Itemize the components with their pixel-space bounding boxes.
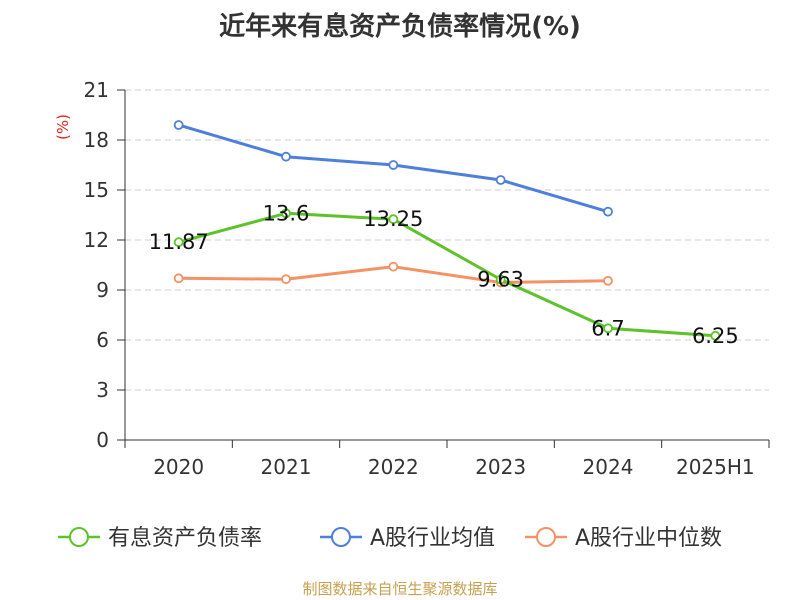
data-point[interactable] [173, 237, 184, 248]
y-tick-label: 0 [96, 428, 109, 452]
series-layer [173, 120, 721, 341]
y-tick-label: 6 [96, 328, 109, 352]
data-point[interactable] [603, 206, 613, 217]
axes: 0 3 6 9 12 15 18 21 2020 2021 2022 2023 2024 2025H1 [84, 78, 770, 479]
grid-lines [125, 89, 769, 391]
data-label: 6.7 [591, 316, 624, 340]
data-point[interactable] [388, 214, 399, 225]
y-tick-label: 3 [96, 378, 109, 402]
y-tick-label: 9 [96, 278, 109, 302]
x-tick-label: 2021 [261, 455, 312, 479]
data-point[interactable] [173, 120, 184, 130]
legend-marker [536, 527, 556, 547]
data-label: 11.87 [149, 230, 209, 254]
x-tick-label: 2020 [153, 455, 204, 479]
y-tick-label: 15 [84, 178, 109, 202]
legend-marker [69, 527, 89, 547]
x-tick-label: 2024 [583, 455, 634, 479]
data-point[interactable] [603, 323, 613, 334]
legend[interactable]: 有息资产负债率 A股行业均值 A股行业中位数 [58, 526, 722, 551]
x-tick-label: 2025H1 [676, 455, 755, 479]
data-label: 6.25 [692, 324, 739, 348]
data-point[interactable] [388, 261, 399, 272]
legend-item[interactable]: A股行业均值 [320, 526, 495, 551]
data-point[interactable] [495, 274, 506, 285]
legend-marker [331, 527, 351, 547]
data-point[interactable] [388, 160, 399, 170]
data-point[interactable] [173, 273, 184, 284]
legend-item[interactable]: A股行业中位数 [525, 526, 722, 551]
data-point[interactable] [281, 208, 291, 219]
x-tick-label: 2022 [368, 455, 419, 479]
y-tick-label: 12 [84, 228, 109, 252]
data-point[interactable] [710, 330, 721, 341]
legend-label: A股行业均值 [370, 526, 495, 551]
y-tick-label: 21 [84, 78, 109, 102]
series-line [178, 211, 716, 338]
data-point[interactable] [281, 274, 291, 285]
x-tick-label: 2023 [475, 455, 526, 479]
data-point[interactable] [281, 151, 291, 162]
legend-label: A股行业中位数 [575, 526, 722, 551]
y-tick-label: 18 [84, 128, 109, 152]
data-label: 13.6 [263, 201, 310, 225]
data-labels: 11.87 13.6 13.25 9.63 6.7 6.25 [149, 201, 739, 348]
data-label: 9.63 [477, 268, 524, 292]
chart-title: 近年来有息资产负债率情况(%) [219, 12, 581, 42]
legend-label: 有息资产负债率 [108, 526, 262, 551]
source-note: 制图数据来自恒生聚源数据库 [302, 580, 498, 598]
legend-item[interactable]: 有息资产负债率 [58, 526, 262, 551]
data-point[interactable] [495, 175, 506, 185]
data-point[interactable] [603, 275, 613, 286]
y-axis-label: (%) [54, 114, 72, 140]
data-label: 13.25 [363, 207, 423, 231]
